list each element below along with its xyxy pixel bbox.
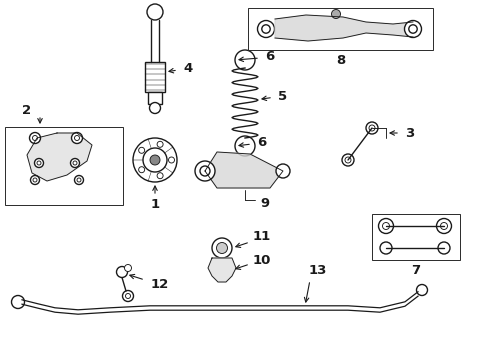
Text: 5: 5 [278, 90, 288, 103]
Circle shape [72, 132, 82, 144]
Circle shape [117, 266, 127, 278]
Text: 12: 12 [151, 278, 169, 291]
Circle shape [139, 147, 145, 153]
Circle shape [147, 4, 163, 20]
Circle shape [345, 157, 351, 163]
Circle shape [405, 21, 421, 37]
Circle shape [143, 148, 167, 172]
Circle shape [200, 166, 210, 176]
Circle shape [212, 238, 232, 258]
Circle shape [11, 296, 24, 309]
Circle shape [378, 219, 393, 234]
Text: 8: 8 [336, 54, 345, 67]
Circle shape [139, 167, 145, 173]
Text: 11: 11 [253, 230, 271, 243]
Circle shape [195, 161, 215, 181]
Text: 9: 9 [261, 197, 270, 210]
Polygon shape [205, 152, 283, 188]
Circle shape [32, 135, 38, 140]
Text: 2: 2 [23, 104, 31, 117]
Text: 6: 6 [266, 50, 274, 63]
Bar [148, 92, 162, 104]
Bar [145, 62, 165, 92]
Circle shape [276, 164, 290, 178]
Circle shape [441, 222, 447, 230]
Text: 4: 4 [183, 63, 193, 76]
Text: 1: 1 [150, 198, 160, 211]
Circle shape [71, 158, 79, 167]
Circle shape [240, 140, 250, 152]
Circle shape [125, 293, 130, 298]
Circle shape [383, 222, 390, 230]
Circle shape [369, 125, 375, 131]
Circle shape [34, 158, 44, 167]
Polygon shape [27, 133, 92, 181]
Circle shape [438, 242, 450, 254]
Circle shape [169, 157, 174, 163]
Circle shape [73, 161, 77, 165]
Circle shape [157, 173, 163, 179]
Circle shape [262, 25, 270, 33]
Circle shape [149, 6, 161, 18]
Circle shape [74, 135, 79, 140]
Text: 13: 13 [309, 265, 327, 278]
Circle shape [342, 154, 354, 166]
Circle shape [235, 136, 255, 156]
Circle shape [77, 178, 81, 182]
Polygon shape [208, 258, 236, 282]
Circle shape [366, 122, 378, 134]
Circle shape [33, 178, 37, 182]
Circle shape [235, 50, 255, 70]
Polygon shape [275, 15, 413, 41]
Circle shape [258, 21, 274, 37]
Circle shape [124, 265, 131, 271]
Circle shape [74, 176, 83, 185]
Text: 7: 7 [412, 264, 420, 276]
Circle shape [217, 243, 227, 253]
Text: 10: 10 [253, 253, 271, 266]
Circle shape [437, 219, 451, 234]
Text: 6: 6 [257, 135, 267, 149]
Circle shape [150, 155, 160, 165]
Circle shape [30, 176, 40, 185]
Circle shape [149, 103, 161, 113]
Circle shape [133, 138, 177, 182]
Text: 3: 3 [405, 126, 415, 140]
Circle shape [409, 25, 417, 33]
Circle shape [122, 291, 133, 302]
Circle shape [416, 284, 427, 296]
Circle shape [29, 132, 41, 144]
Circle shape [240, 54, 250, 66]
Circle shape [332, 9, 341, 18]
Bar [372, 214, 460, 260]
Circle shape [37, 161, 41, 165]
Circle shape [157, 141, 163, 147]
Circle shape [380, 242, 392, 254]
Bar [248, 8, 433, 50]
Bar [5, 127, 123, 205]
